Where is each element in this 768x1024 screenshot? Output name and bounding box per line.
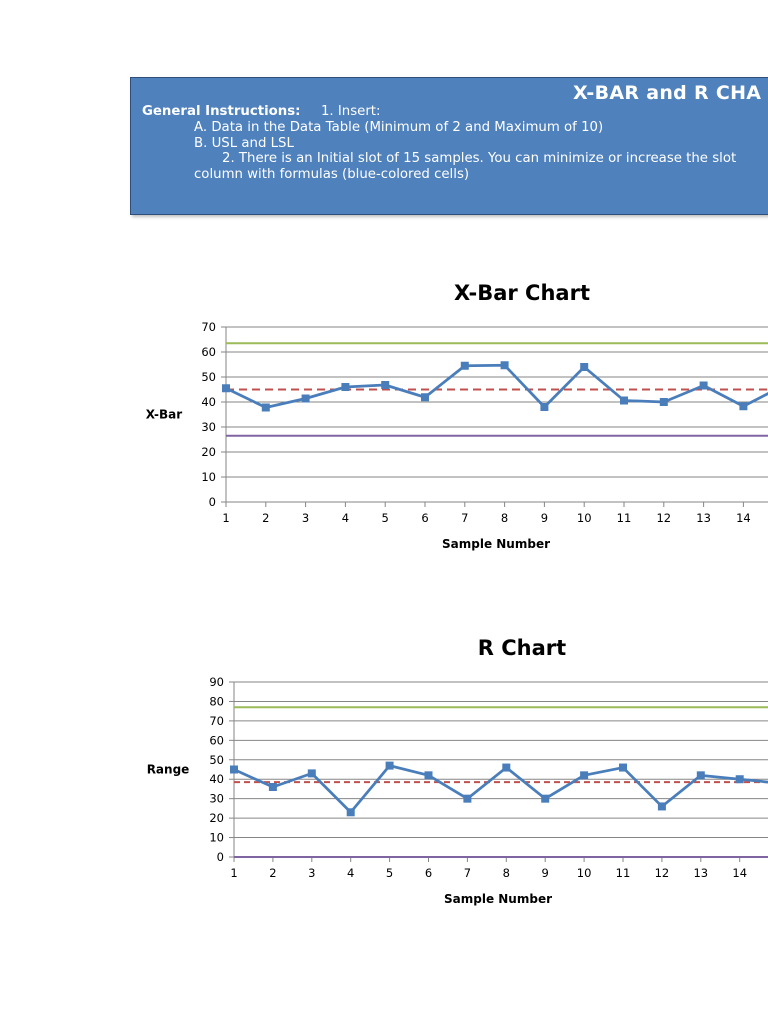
xbar-y-tick-label: 10 [201, 470, 216, 484]
instructions-label: General Instructions: [142, 104, 301, 119]
r-x-tick-label: 6 [425, 866, 432, 880]
r-x-tick-label: 7 [464, 866, 471, 880]
instruction-slots: 2. There is an Initial slot of 15 sample… [222, 151, 737, 166]
r-x-tick-label: 4 [347, 866, 354, 880]
xbar-y-axis-label: X-Bar [146, 408, 182, 422]
xbar-chart-title: X-Bar Chart [454, 281, 590, 305]
r-data-point [307, 769, 316, 778]
r-y-tick-label: 40 [209, 772, 224, 786]
xbar-data-point [739, 402, 748, 411]
r-data-point [541, 794, 550, 803]
r-y-tick-label: 80 [209, 694, 224, 708]
r-data-point [502, 763, 511, 772]
r-data-point [619, 763, 627, 772]
xbar-x-tick-label: 10 [577, 511, 592, 525]
xbar-x-tick-label: 11 [617, 511, 632, 525]
instruction-insert: 1. Insert: [320, 104, 381, 119]
xbar-y-tick-label: 0 [209, 495, 216, 509]
r-y-tick-label: 0 [217, 850, 224, 864]
xbar-data-point [620, 396, 628, 405]
r-x-axis-label: Sample Number [444, 892, 552, 906]
r-data-point [385, 761, 394, 770]
r-x-tick-label: 5 [386, 866, 393, 880]
r-chart-title: R Chart [478, 636, 566, 660]
xbar-y-tick-label: 20 [201, 445, 216, 459]
xbar-x-tick-label: 8 [501, 511, 508, 525]
xbar-x-tick-label: 14 [736, 511, 751, 525]
r-data-point [696, 771, 705, 780]
r-y-tick-label: 70 [209, 714, 224, 728]
xbar-data-point [341, 383, 350, 391]
xbar-data-point [222, 384, 230, 393]
r-y-tick-label: 30 [209, 792, 224, 806]
r-y-tick-label: 50 [209, 753, 224, 767]
instruction-usl-lsl: B. USL and LSL [194, 136, 294, 151]
r-x-tick-label: 14 [732, 866, 747, 880]
instructions-line-1: General Instructions: 1. Insert: [142, 104, 380, 120]
xbar-data-point [659, 398, 668, 406]
xbar-data-point [500, 361, 509, 370]
xbar-y-tick-label: 30 [201, 420, 216, 434]
r-y-tick-label: 20 [209, 811, 224, 825]
xbar-chart: X-Bar Chart 0 10 20 30 40 50 60 70 1 2 3 4 5 6 7 8 9 10 11 1… [0, 275, 768, 565]
r-y-axis-label: Range [147, 763, 190, 777]
banner-title: X-BAR and R CHA [573, 82, 762, 104]
xbar-x-tick-label: 5 [382, 511, 389, 525]
r-data-point [657, 802, 666, 811]
r-x-tick-label: 1 [230, 866, 237, 880]
xbar-data-point [580, 363, 589, 371]
xbar-data-point [699, 381, 708, 390]
r-data-point [230, 765, 238, 774]
xbar-data-point [381, 381, 390, 389]
r-x-tick-label: 11 [616, 866, 631, 880]
instruction-data-table: A. Data in the Data Table (Minimum of 2 … [194, 120, 604, 135]
xbar-data-point [261, 403, 270, 412]
xbar-x-tick-label: 4 [342, 511, 349, 525]
xbar-y-tick-label: 40 [201, 395, 216, 409]
r-x-tick-label: 8 [503, 866, 510, 880]
r-data-point [580, 771, 589, 780]
xbar-data-point [421, 393, 429, 402]
xbar-data-point [540, 403, 549, 411]
xbar-x-tick-label: 1 [222, 511, 229, 525]
xbar-x-tick-label: 13 [696, 511, 711, 525]
xbar-x-tick-label: 9 [541, 511, 548, 525]
xbar-x-tick-label: 12 [656, 511, 671, 525]
r-data-point [424, 771, 433, 780]
xbar-x-tick-label: 2 [262, 511, 269, 525]
xbar-y-tick-label: 70 [201, 320, 216, 334]
r-data-point [268, 783, 277, 791]
r-chart: R Chart 0 10 20 30 40 50 60 70 80 90 1 2 3 4 5 6 7 8 9 10 11 1… [0, 630, 768, 920]
instructions-banner: X-BAR and R CHA General Instructions: 1.… [130, 77, 768, 215]
xbar-x-tick-label: 3 [302, 511, 309, 525]
r-y-tick-label: 60 [209, 733, 224, 747]
r-data-point [463, 794, 472, 803]
r-data-point [735, 775, 744, 784]
xbar-data-point [460, 361, 469, 370]
xbar-x-axis-label: Sample Number [442, 537, 550, 551]
r-y-tick-label: 10 [209, 831, 224, 845]
xbar-y-tick-label: 50 [201, 370, 216, 384]
xbar-data-point [301, 394, 310, 403]
r-x-tick-label: 2 [269, 866, 276, 880]
r-y-tick-label: 90 [209, 675, 224, 689]
r-data-point [346, 808, 355, 817]
r-x-tick-label: 3 [308, 866, 315, 880]
r-x-tick-label: 12 [655, 866, 670, 880]
r-x-tick-label: 9 [542, 866, 549, 880]
r-x-tick-label: 10 [577, 866, 592, 880]
xbar-y-tick-label: 60 [201, 345, 216, 359]
xbar-x-tick-label: 6 [421, 511, 428, 525]
xbar-x-tick-label: 7 [461, 511, 468, 525]
instruction-formulas: column with formulas (blue-colored cells… [194, 167, 470, 182]
r-x-tick-label: 13 [693, 866, 708, 880]
